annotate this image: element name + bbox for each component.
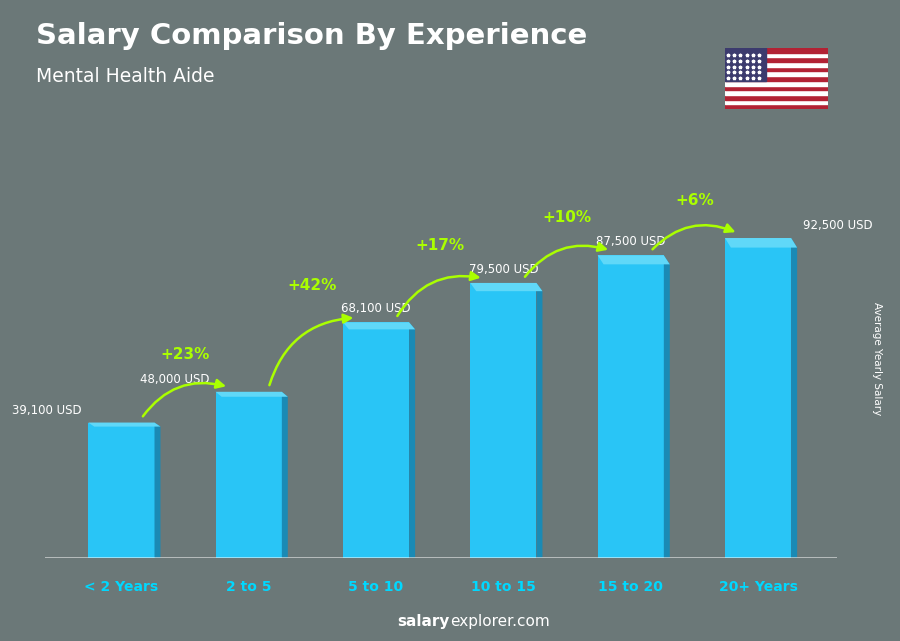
Bar [724,62,828,67]
Text: 10 to 15: 10 to 15 [471,579,536,594]
Text: 79,500 USD: 79,500 USD [469,263,538,276]
Polygon shape [536,283,543,558]
Bar [343,322,410,558]
Bar [88,422,155,558]
Bar [724,76,828,81]
Bar [724,67,828,72]
Polygon shape [410,322,415,558]
Bar [724,72,828,76]
Text: 5 to 10: 5 to 10 [348,579,403,594]
Text: salary: salary [398,615,450,629]
Bar [724,48,766,81]
Bar [598,255,664,558]
Text: +6%: +6% [675,193,714,208]
Text: +23%: +23% [160,347,210,362]
Polygon shape [471,283,543,291]
Text: 39,100 USD: 39,100 USD [13,404,82,417]
Bar [724,90,828,95]
Bar [724,104,828,109]
Bar [724,95,828,99]
Polygon shape [664,255,670,558]
Bar [724,58,828,62]
Text: < 2 Years: < 2 Years [85,579,158,594]
Text: +17%: +17% [415,238,464,253]
Text: explorer.com: explorer.com [450,615,550,629]
Bar [724,99,828,104]
Text: +42%: +42% [288,278,338,292]
Bar [724,238,791,558]
Polygon shape [343,322,415,329]
Polygon shape [791,238,797,558]
Bar [724,85,828,90]
Bar [724,48,828,53]
Text: Average Yearly Salary: Average Yearly Salary [872,303,883,415]
Text: 2 to 5: 2 to 5 [226,579,272,594]
Polygon shape [155,422,160,558]
Bar [724,81,828,85]
Text: 92,500 USD: 92,500 USD [804,219,873,232]
Bar [216,392,282,558]
Text: 87,500 USD: 87,500 USD [596,235,665,248]
Text: 15 to 20: 15 to 20 [598,579,663,594]
Text: 68,100 USD: 68,100 USD [341,302,411,315]
Text: +10%: +10% [543,210,591,226]
Text: Salary Comparison By Experience: Salary Comparison By Experience [36,22,587,51]
Polygon shape [724,238,797,247]
Text: Mental Health Aide: Mental Health Aide [36,67,214,87]
Bar [471,283,536,558]
Bar [724,53,828,58]
Polygon shape [88,422,160,427]
Text: 48,000 USD: 48,000 USD [140,373,210,386]
Polygon shape [216,392,288,397]
Polygon shape [282,392,288,558]
Text: 20+ Years: 20+ Years [718,579,797,594]
Polygon shape [598,255,670,264]
